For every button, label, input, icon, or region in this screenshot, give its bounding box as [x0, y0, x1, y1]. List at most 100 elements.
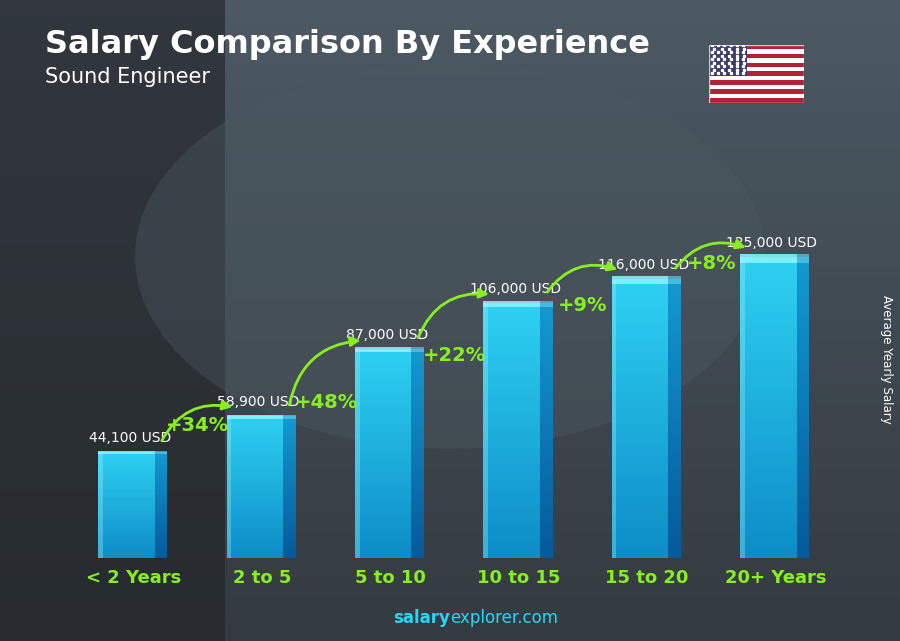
Bar [483, 453, 540, 456]
Bar [483, 306, 540, 309]
Bar [540, 504, 553, 506]
Bar [612, 335, 668, 338]
Bar [411, 492, 424, 495]
Bar [796, 310, 809, 313]
Bar [796, 505, 809, 509]
Bar [355, 537, 411, 539]
Bar [668, 390, 681, 394]
Bar [355, 547, 411, 550]
Bar [98, 506, 155, 507]
Bar [796, 257, 809, 261]
Bar [355, 403, 411, 406]
Text: 44,100 USD: 44,100 USD [89, 431, 171, 445]
Bar [155, 515, 167, 517]
Bar [227, 497, 284, 499]
Bar [668, 289, 681, 293]
Bar [740, 408, 796, 411]
Bar [411, 531, 424, 534]
Bar [796, 497, 809, 501]
Bar [612, 470, 668, 474]
Bar [740, 378, 796, 381]
Bar [483, 367, 540, 370]
Bar [98, 527, 155, 529]
Bar [612, 296, 668, 300]
Bar [227, 544, 284, 545]
Bar [796, 283, 809, 287]
Bar [155, 462, 167, 463]
Bar [227, 435, 284, 437]
Bar [740, 332, 796, 336]
Bar [668, 512, 681, 516]
Bar [540, 338, 553, 341]
Bar [98, 483, 155, 485]
Bar [227, 453, 284, 455]
Bar [411, 435, 424, 437]
Bar [0, 246, 900, 256]
Bar [668, 394, 681, 397]
Bar [0, 278, 900, 288]
Bar [709, 45, 804, 49]
Bar [796, 554, 809, 558]
Bar [284, 520, 296, 522]
Bar [540, 551, 553, 554]
Bar [284, 542, 296, 544]
Bar [483, 379, 540, 383]
Bar [796, 295, 809, 299]
Bar [411, 534, 424, 537]
Bar [612, 516, 668, 519]
Bar [796, 520, 809, 524]
Bar [411, 482, 424, 485]
Bar [155, 463, 167, 465]
Bar [98, 537, 155, 538]
Bar [0, 417, 900, 428]
Bar [355, 362, 411, 364]
Bar [612, 317, 668, 320]
Bar [483, 478, 540, 481]
Bar [668, 397, 681, 401]
Bar [227, 553, 284, 554]
Bar [155, 476, 167, 477]
Bar [668, 404, 681, 408]
Bar [155, 547, 167, 549]
Bar [98, 544, 155, 545]
Bar [155, 551, 167, 553]
Bar [612, 495, 668, 499]
Bar [411, 553, 424, 555]
Bar [355, 479, 411, 482]
Bar [155, 550, 167, 551]
Bar [709, 63, 804, 67]
Bar [155, 514, 167, 515]
Bar [98, 498, 155, 499]
Bar [98, 519, 155, 520]
Bar [483, 301, 540, 308]
Bar [0, 310, 900, 320]
Bar [227, 478, 284, 480]
Bar [411, 432, 424, 435]
Bar [0, 620, 900, 630]
Bar [668, 366, 681, 369]
Bar [227, 462, 284, 464]
Bar [0, 256, 900, 267]
Bar [227, 494, 284, 495]
Bar [612, 293, 668, 296]
Bar [284, 513, 296, 515]
Bar [227, 418, 284, 420]
Bar [709, 54, 804, 58]
Bar [540, 379, 553, 383]
Bar [0, 438, 900, 449]
Bar [796, 355, 809, 358]
Bar [668, 529, 681, 533]
Bar [227, 515, 284, 517]
Bar [411, 508, 424, 511]
Bar [284, 553, 296, 554]
Bar [284, 524, 296, 526]
Bar [355, 451, 411, 453]
Bar [796, 471, 809, 475]
Bar [740, 487, 796, 490]
Bar [612, 408, 668, 412]
Bar [483, 462, 540, 465]
Bar [227, 430, 284, 432]
Bar [612, 474, 668, 478]
Bar [740, 509, 796, 513]
Bar [483, 526, 540, 529]
